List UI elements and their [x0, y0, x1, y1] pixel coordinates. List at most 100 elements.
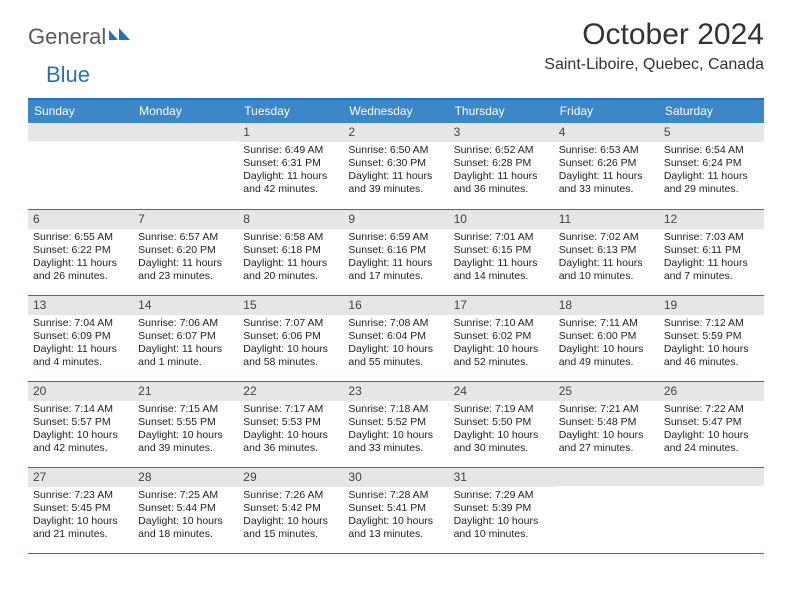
- day-sr: Sunrise: 6:49 AM: [243, 144, 339, 157]
- day-body: Sunrise: 7:15 AMSunset: 5:55 PMDaylight:…: [133, 401, 238, 460]
- day-sr: Sunrise: 7:03 AM: [664, 231, 760, 244]
- day-d2: and 39 minutes.: [138, 442, 234, 455]
- day-d1: Daylight: 10 hours: [243, 429, 339, 442]
- day-d2: and 4 minutes.: [33, 356, 129, 369]
- day-body: Sunrise: 7:18 AMSunset: 5:52 PMDaylight:…: [343, 401, 448, 460]
- day-body: Sunrise: 7:26 AMSunset: 5:42 PMDaylight:…: [238, 487, 343, 546]
- day-number: 15: [238, 296, 343, 315]
- day-cell: 20Sunrise: 7:14 AMSunset: 5:57 PMDayligh…: [28, 382, 133, 467]
- day-number: 17: [449, 296, 554, 315]
- day-d1: Daylight: 10 hours: [33, 515, 129, 528]
- day-cell: 22Sunrise: 7:17 AMSunset: 5:53 PMDayligh…: [238, 382, 343, 467]
- day-cell: 28Sunrise: 7:25 AMSunset: 5:44 PMDayligh…: [133, 468, 238, 553]
- day-cell: 6Sunrise: 6:55 AMSunset: 6:22 PMDaylight…: [28, 210, 133, 295]
- day-number: 4: [554, 123, 659, 142]
- day-d1: Daylight: 10 hours: [348, 515, 444, 528]
- day-d1: Daylight: 11 hours: [664, 257, 760, 270]
- day-sr: Sunrise: 7:06 AM: [138, 317, 234, 330]
- day-d1: Daylight: 11 hours: [138, 257, 234, 270]
- day-ss: Sunset: 6:13 PM: [559, 244, 655, 257]
- day-d2: and 18 minutes.: [138, 528, 234, 541]
- day-cell: 31Sunrise: 7:29 AMSunset: 5:39 PMDayligh…: [449, 468, 554, 553]
- day-sr: Sunrise: 6:53 AM: [559, 144, 655, 157]
- day-d2: and 7 minutes.: [664, 270, 760, 283]
- day-cell: 8Sunrise: 6:58 AMSunset: 6:18 PMDaylight…: [238, 210, 343, 295]
- day-d2: and 10 minutes.: [559, 270, 655, 283]
- day-ss: Sunset: 6:26 PM: [559, 157, 655, 170]
- day-d2: and 20 minutes.: [243, 270, 339, 283]
- day-ss: Sunset: 6:24 PM: [664, 157, 760, 170]
- day-sr: Sunrise: 6:52 AM: [454, 144, 550, 157]
- day-d2: and 55 minutes.: [348, 356, 444, 369]
- day-ss: Sunset: 6:02 PM: [454, 330, 550, 343]
- week-row: 20Sunrise: 7:14 AMSunset: 5:57 PMDayligh…: [28, 381, 764, 467]
- day-cell: 11Sunrise: 7:02 AMSunset: 6:13 PMDayligh…: [554, 210, 659, 295]
- day-body: Sunrise: 7:03 AMSunset: 6:11 PMDaylight:…: [659, 229, 764, 288]
- day-cell: 5Sunrise: 6:54 AMSunset: 6:24 PMDaylight…: [659, 123, 764, 209]
- day-body: Sunrise: 6:55 AMSunset: 6:22 PMDaylight:…: [28, 229, 133, 288]
- day-ss: Sunset: 6:18 PM: [243, 244, 339, 257]
- logo-text-general: General: [28, 24, 106, 50]
- day-d1: Daylight: 11 hours: [243, 257, 339, 270]
- day-cell: 7Sunrise: 6:57 AMSunset: 6:20 PMDaylight…: [133, 210, 238, 295]
- day-sr: Sunrise: 7:12 AM: [664, 317, 760, 330]
- day-d1: Daylight: 10 hours: [138, 429, 234, 442]
- day-body: Sunrise: 7:11 AMSunset: 6:00 PMDaylight:…: [554, 315, 659, 374]
- day-sr: Sunrise: 7:07 AM: [243, 317, 339, 330]
- day-body: Sunrise: 7:01 AMSunset: 6:15 PMDaylight:…: [449, 229, 554, 288]
- day-d2: and 42 minutes.: [243, 183, 339, 196]
- day-sr: Sunrise: 6:55 AM: [33, 231, 129, 244]
- day-d2: and 33 minutes.: [559, 183, 655, 196]
- day-number: 13: [28, 296, 133, 315]
- day-d2: and 14 minutes.: [454, 270, 550, 283]
- day-d2: and 27 minutes.: [559, 442, 655, 455]
- empty-day-number: [659, 468, 764, 486]
- day-d2: and 33 minutes.: [348, 442, 444, 455]
- empty-day-number: [133, 123, 238, 141]
- day-ss: Sunset: 5:52 PM: [348, 416, 444, 429]
- day-body: Sunrise: 6:49 AMSunset: 6:31 PMDaylight:…: [238, 142, 343, 201]
- day-cell: 27Sunrise: 7:23 AMSunset: 5:45 PMDayligh…: [28, 468, 133, 553]
- day-number: 3: [449, 123, 554, 142]
- day-cell: 1Sunrise: 6:49 AMSunset: 6:31 PMDaylight…: [238, 123, 343, 209]
- day-body: Sunrise: 7:10 AMSunset: 6:02 PMDaylight:…: [449, 315, 554, 374]
- day-d1: Daylight: 10 hours: [348, 429, 444, 442]
- day-cell: [659, 468, 764, 553]
- day-ss: Sunset: 5:39 PM: [454, 502, 550, 515]
- day-cell: 30Sunrise: 7:28 AMSunset: 5:41 PMDayligh…: [343, 468, 448, 553]
- day-ss: Sunset: 6:11 PM: [664, 244, 760, 257]
- day-ss: Sunset: 6:00 PM: [559, 330, 655, 343]
- day-number: 31: [449, 468, 554, 487]
- day-ss: Sunset: 5:44 PM: [138, 502, 234, 515]
- day-ss: Sunset: 5:53 PM: [243, 416, 339, 429]
- day-number: 7: [133, 210, 238, 229]
- day-ss: Sunset: 5:45 PM: [33, 502, 129, 515]
- day-cell: [554, 468, 659, 553]
- day-body: Sunrise: 7:29 AMSunset: 5:39 PMDaylight:…: [449, 487, 554, 546]
- day-cell: 12Sunrise: 7:03 AMSunset: 6:11 PMDayligh…: [659, 210, 764, 295]
- day-ss: Sunset: 5:57 PM: [33, 416, 129, 429]
- day-number: 5: [659, 123, 764, 142]
- day-cell: 10Sunrise: 7:01 AMSunset: 6:15 PMDayligh…: [449, 210, 554, 295]
- day-d1: Daylight: 11 hours: [454, 170, 550, 183]
- day-sr: Sunrise: 7:10 AM: [454, 317, 550, 330]
- day-d2: and 36 minutes.: [243, 442, 339, 455]
- day-cell: 26Sunrise: 7:22 AMSunset: 5:47 PMDayligh…: [659, 382, 764, 467]
- day-d2: and 49 minutes.: [559, 356, 655, 369]
- day-d2: and 23 minutes.: [138, 270, 234, 283]
- day-ss: Sunset: 6:09 PM: [33, 330, 129, 343]
- day-d1: Daylight: 10 hours: [454, 429, 550, 442]
- day-d1: Daylight: 11 hours: [664, 170, 760, 183]
- day-cell: 25Sunrise: 7:21 AMSunset: 5:48 PMDayligh…: [554, 382, 659, 467]
- day-cell: 17Sunrise: 7:10 AMSunset: 6:02 PMDayligh…: [449, 296, 554, 381]
- day-sr: Sunrise: 7:15 AM: [138, 403, 234, 416]
- weekday-tuesday: Tuesday: [238, 100, 343, 123]
- day-number: 1: [238, 123, 343, 142]
- day-body: Sunrise: 7:07 AMSunset: 6:06 PMDaylight:…: [238, 315, 343, 374]
- day-ss: Sunset: 6:07 PM: [138, 330, 234, 343]
- day-d1: Daylight: 11 hours: [454, 257, 550, 270]
- day-ss: Sunset: 6:30 PM: [348, 157, 444, 170]
- weekday-sunday: Sunday: [28, 100, 133, 123]
- day-d2: and 42 minutes.: [33, 442, 129, 455]
- day-ss: Sunset: 5:41 PM: [348, 502, 444, 515]
